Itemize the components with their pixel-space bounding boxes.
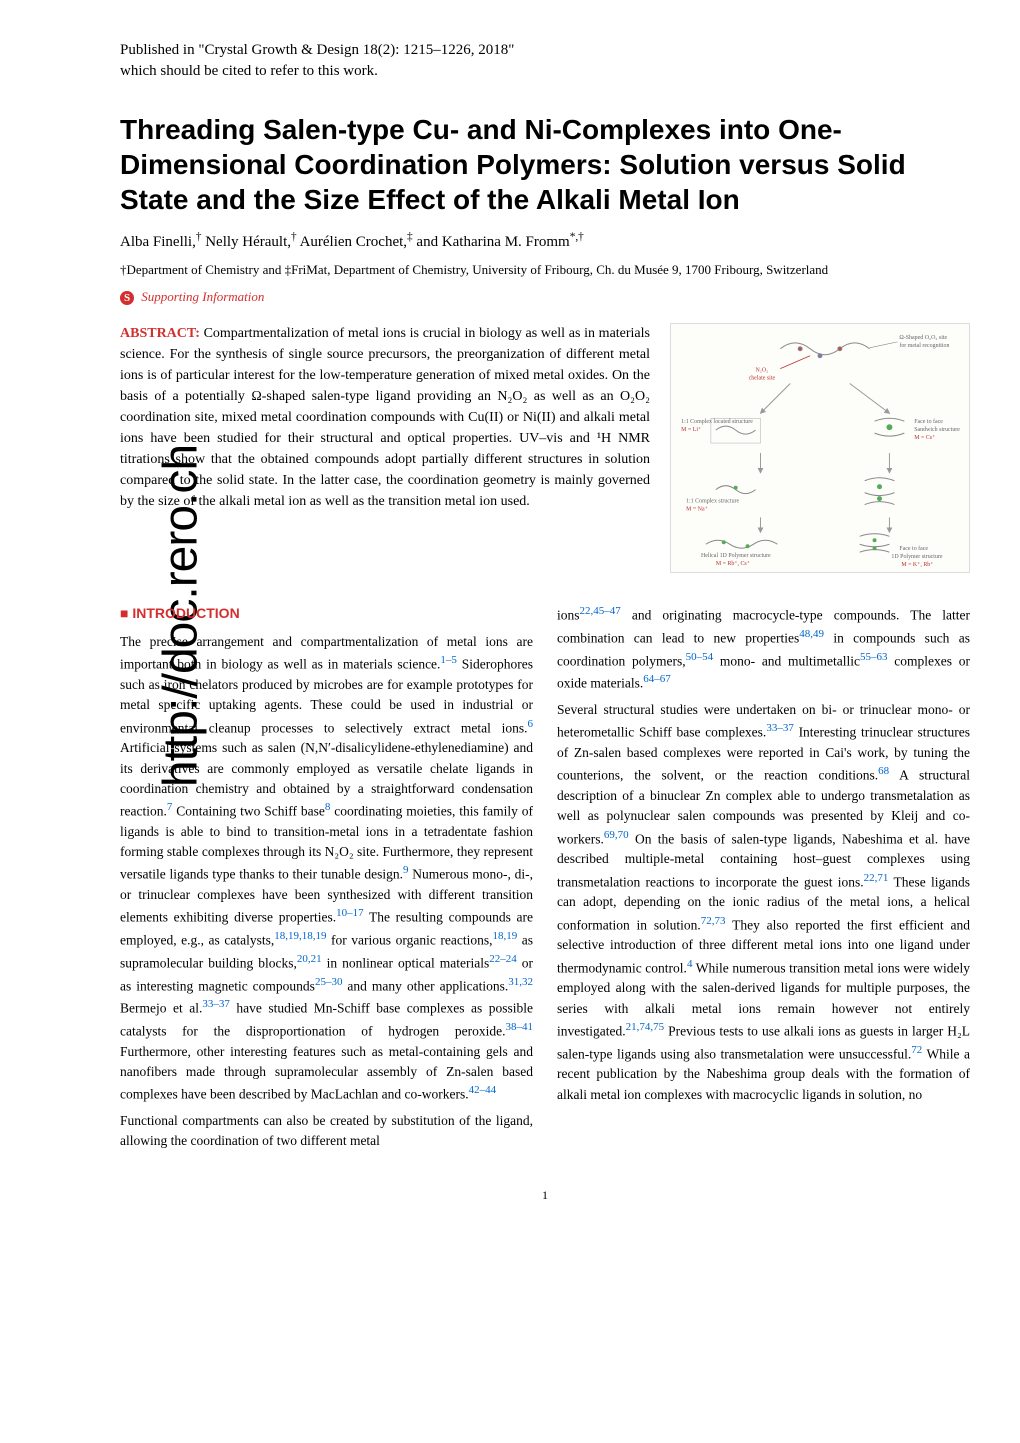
ref-72[interactable]: 72 [911,1044,922,1056]
svg-text:Helical 1D Polymer structure: Helical 1D Polymer structure [701,553,771,559]
ref-18-19b[interactable]: 18,19 [492,930,517,942]
c1p2: Functional compartments can also be crea… [120,1113,533,1148]
svg-text:for metal recognition: for metal recognition [899,342,949,349]
intro-heading: INTRODUCTION [120,603,533,624]
ref-21-74-75[interactable]: 21,74,75 [626,1021,665,1033]
affiliations: †Department of Chemistry and ‡FriMat, De… [120,261,970,279]
svg-text:M = Na⁺: M = Na⁺ [686,506,708,513]
article-title: Threading Salen-type Cu- and Ni-Complexe… [120,112,970,217]
svg-text:Face to face: Face to face [899,545,928,552]
c1p1j: in nonlinear optical materials [322,955,490,970]
body-columns: INTRODUCTION The precise arrangement and… [120,603,970,1158]
author-list: Alba Finelli,† Nelly Hérault,† Aurélien … [120,231,970,251]
svg-text:1D Polymer structure: 1D Polymer structure [891,554,942,560]
column-left: INTRODUCTION The precise arrangement and… [120,603,533,1158]
ref-38-41[interactable]: 38–41 [506,1021,534,1033]
ref-55-63[interactable]: 55–63 [860,651,888,663]
svg-text:N₂O₂: N₂O₂ [756,368,769,374]
c2p1a: ions [557,608,580,623]
page-container: Published in "Crystal Growth & Design 18… [0,0,1020,1233]
c1p1d: Containing two Schiff base [172,804,324,819]
column-right: ions22,45–47 and originating macrocycle-… [557,603,970,1158]
ref-64-67[interactable]: 64–67 [643,673,671,685]
ref-33-37[interactable]: 33–37 [202,998,230,1010]
svg-text:M = Li⁺: M = Li⁺ [681,426,701,433]
ref-18-19a[interactable]: 18,19,18,19 [274,930,326,942]
page-number: 1 [120,1188,970,1203]
supporting-info-link[interactable]: S Supporting Information [120,289,970,305]
ref-20-21[interactable]: 20,21 [297,953,322,965]
ref-42-44[interactable]: 42–44 [469,1084,497,1096]
ref-22-71[interactable]: 22,71 [864,872,889,884]
pub-note-line1: Published in "Crystal Growth & Design 18… [120,42,514,58]
ref-6[interactable]: 6 [528,718,534,730]
abstract-body: Compartmentalization of metal ions is cr… [120,326,650,509]
svg-text:M = K⁺, Rb⁺: M = K⁺, Rb⁺ [901,561,933,568]
ref-10-17[interactable]: 10–17 [336,907,364,919]
svg-text:1:1 Complex located structure: 1:1 Complex located structure [681,419,753,425]
c1p1m: Bermejo et al. [120,1001,202,1016]
c2p1d: mono- and multimetallic [713,653,860,668]
toc-label-omega: Ω-Shaped O₂O₂ site [899,335,947,341]
ref-25-30[interactable]: 25–30 [315,976,343,988]
publication-note: Published in "Crystal Growth & Design 18… [120,40,970,82]
svg-text:1:1 Complex structure: 1:1 Complex structure [686,499,739,505]
svg-text:chelate site: chelate site [749,376,776,382]
svg-text:M = Rb⁺, Cs⁺: M = Rb⁺, Cs⁺ [716,560,750,567]
svg-text:M = Cs⁺: M = Cs⁺ [914,434,935,441]
ref-72-73[interactable]: 72,73 [701,915,726,927]
abstract-section: ABSTRACT: Compartmentalization of metal … [120,323,970,573]
ref-31-32[interactable]: 31,32 [508,976,533,988]
abstract-text: ABSTRACT: Compartmentalization of metal … [120,323,650,573]
ref-22-45-47[interactable]: 22,45–47 [580,605,621,617]
c1p1l: and many other applications. [342,978,508,993]
supporting-info-icon: S [120,291,134,305]
abstract-label: ABSTRACT: [120,326,200,341]
ref-68[interactable]: 68 [878,765,889,777]
svg-text:Face to face: Face to face [914,418,943,425]
toc-graphic: Ω-Shaped O₂O₂ site for metal recognition… [670,323,970,573]
ref-50-54[interactable]: 50–54 [686,651,714,663]
svg-text:Sandwich structure: Sandwich structure [914,427,960,433]
ref-33-37b[interactable]: 33–37 [766,722,794,734]
ref-48-49[interactable]: 48,49 [799,628,824,640]
c1p1h: for various organic reactions, [326,933,492,948]
ref-1-5[interactable]: 1–5 [440,654,457,666]
pub-note-line2: which should be cited to refer to this w… [120,63,378,79]
ref-69-70[interactable]: 69,70 [604,829,629,841]
supporting-info-label: Supporting Information [141,289,264,304]
ref-22-24[interactable]: 22–24 [489,953,517,965]
